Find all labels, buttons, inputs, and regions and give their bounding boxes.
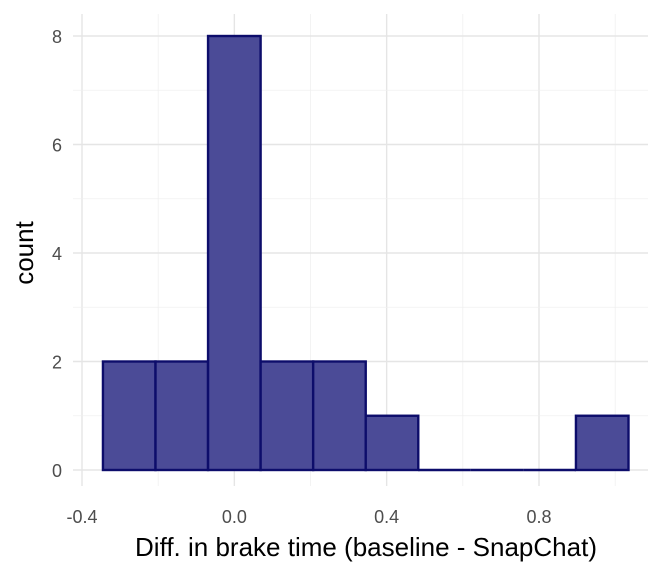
histogram-bar [206, 34, 262, 472]
x-tick-label: 0.8 [526, 507, 551, 527]
histogram-bar [574, 414, 630, 472]
x-axis-title: Diff. in brake time (baseline - SnapChat… [135, 532, 597, 562]
y-tick-label: 8 [52, 27, 62, 47]
histogram-bar [311, 360, 367, 472]
x-tick-label: -0.4 [66, 507, 97, 527]
histogram-bars [101, 34, 630, 472]
histogram-bar [154, 360, 210, 472]
histogram-bar [101, 360, 157, 472]
y-axis-ticks: 0 2 4 6 8 [52, 27, 62, 481]
histogram-bar [364, 414, 420, 472]
y-tick-label: 4 [52, 244, 62, 264]
histogram-bar [259, 360, 315, 472]
x-tick-label: 0.4 [374, 507, 399, 527]
y-tick-label: 2 [52, 353, 62, 373]
x-tick-label: 0.0 [222, 507, 247, 527]
y-axis-title: count [9, 220, 39, 284]
y-tick-label: 0 [52, 461, 62, 481]
y-tick-label: 6 [52, 136, 62, 156]
x-axis-ticks: -0.4 0.0 0.4 0.8 [66, 507, 551, 527]
